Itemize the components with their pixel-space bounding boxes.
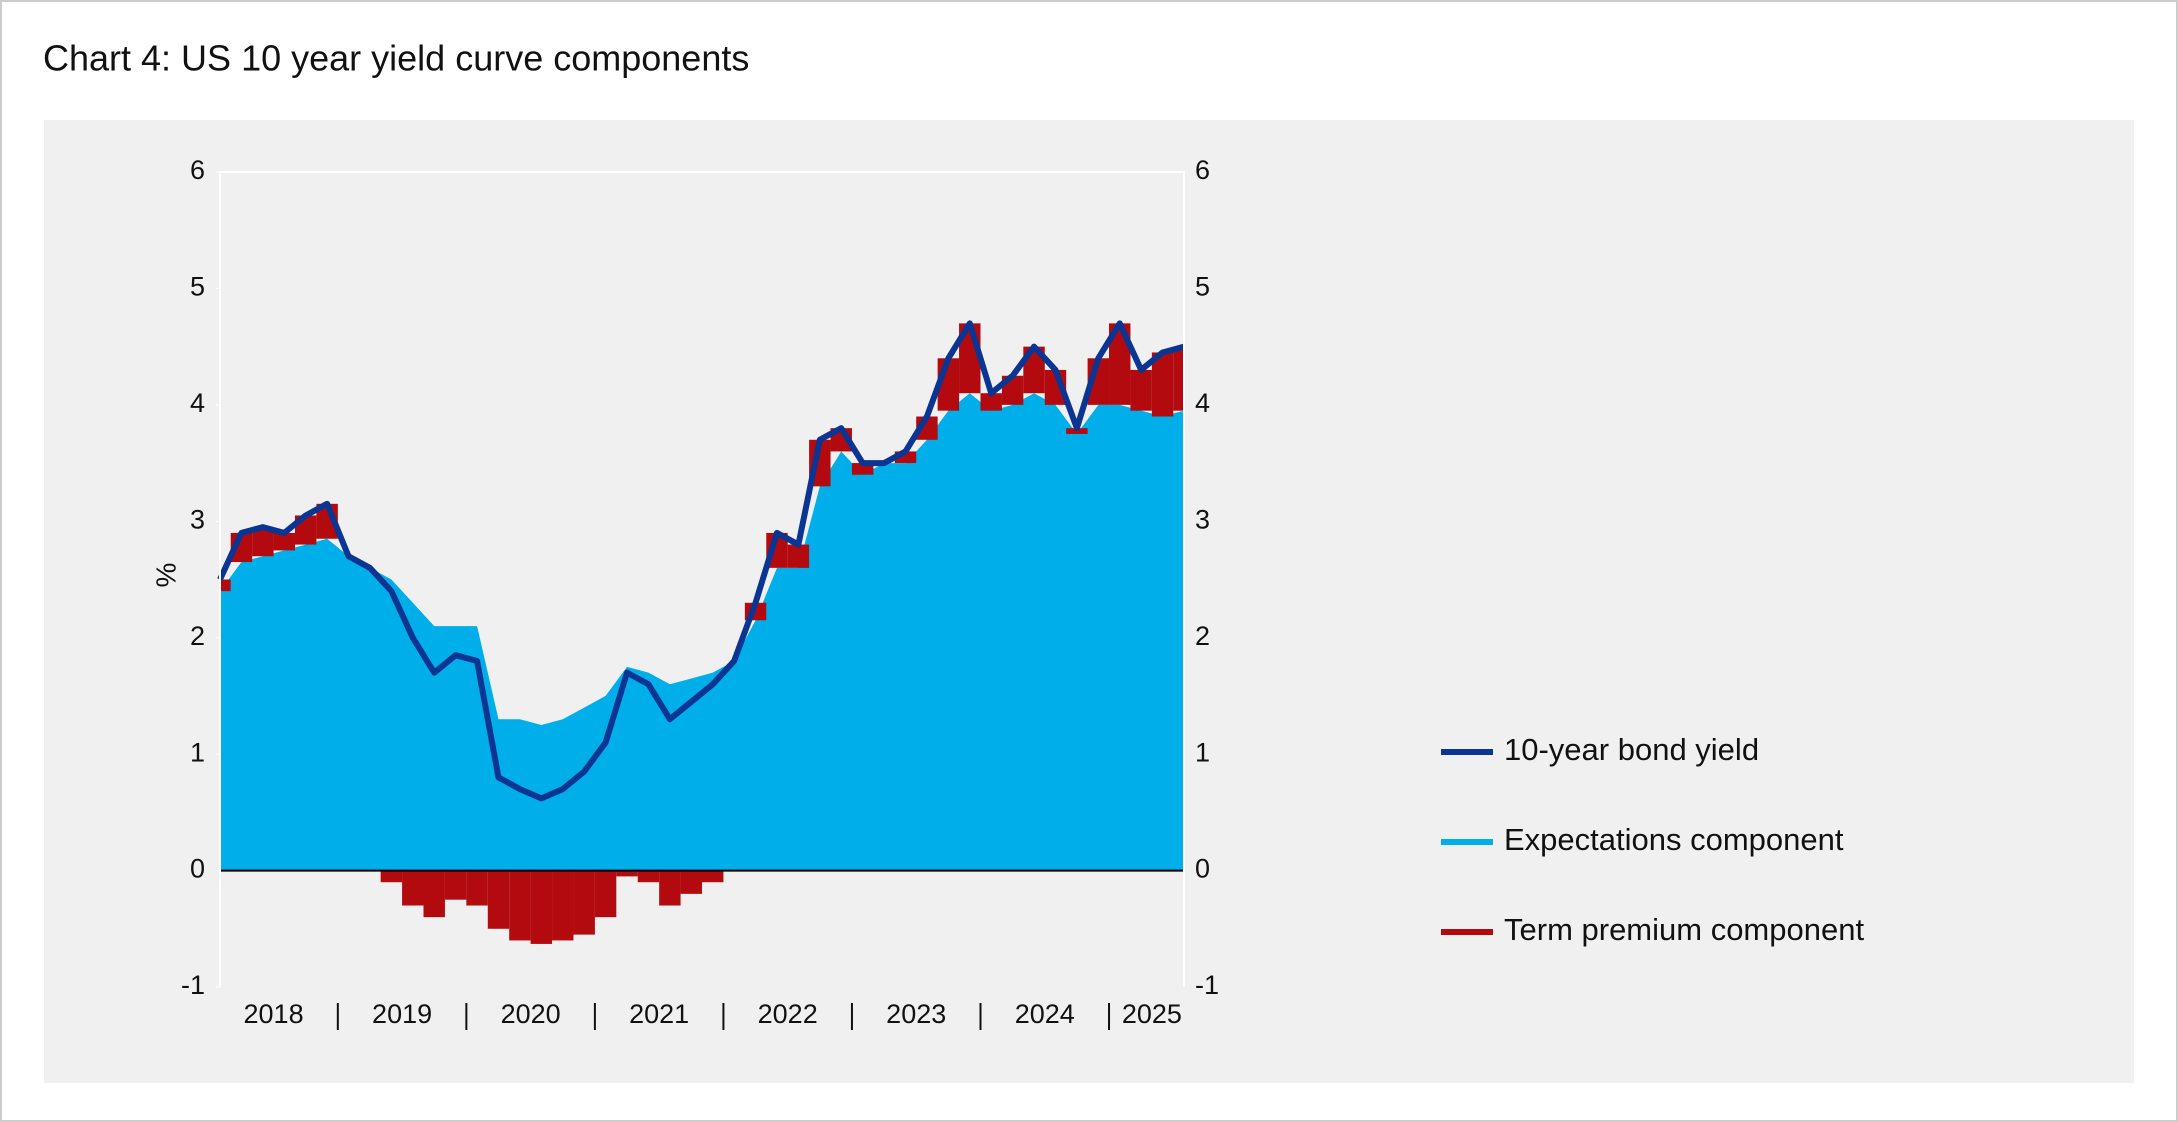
bar: [552, 870, 574, 941]
y2-tick-label: 1: [1195, 737, 1210, 767]
y-tick-label: 3: [190, 504, 205, 534]
x-tick-label: 2024: [1015, 999, 1075, 1029]
bar: [573, 870, 595, 935]
bar: [702, 870, 724, 883]
chart-title: Chart 4: US 10 year yield curve componen…: [43, 38, 749, 79]
x-tick-label: 2019: [372, 999, 432, 1029]
bar: [380, 870, 403, 883]
y-tick-label: 0: [190, 854, 205, 884]
y2-tick-label: -1: [1195, 970, 1219, 1000]
y-tick-label: 1: [190, 737, 205, 767]
y2-tick-label: 0: [1195, 854, 1210, 884]
line: [217, 320, 1185, 802]
bar: [1130, 369, 1152, 411]
bar: [1109, 323, 1131, 405]
bar: [220, 579, 231, 592]
bar: [894, 451, 917, 464]
bar: [487, 870, 510, 929]
bar: [787, 544, 810, 568]
y-tick-label: -1: [181, 970, 205, 1000]
bar: [273, 532, 295, 551]
bar: [594, 870, 617, 918]
legend-label: Term premium component: [1504, 912, 1864, 947]
bar: [530, 870, 553, 944]
y2-tick-label: 6: [1195, 155, 1210, 185]
bar: [659, 870, 681, 906]
x-tick-label: 2025: [1122, 999, 1182, 1029]
bar: [252, 527, 274, 557]
bar: [466, 870, 488, 906]
y2-tick-label: 3: [1195, 504, 1210, 534]
x-tick-label: 2020: [501, 999, 561, 1029]
y2-tick-label: 2: [1195, 621, 1210, 651]
bar: [680, 870, 702, 894]
legend-label: 10-year bond yield: [1504, 732, 1759, 767]
x-tick-label: 2022: [758, 999, 818, 1029]
bar: [616, 870, 638, 877]
x-tick-label: 2023: [886, 999, 946, 1029]
bar: [444, 870, 467, 900]
area: [220, 393, 1184, 871]
bar: [1151, 352, 1174, 417]
bar: [851, 463, 874, 475]
y2-tick-label: 4: [1195, 388, 1210, 418]
y-axis-label: %: [150, 563, 181, 588]
bar: [637, 870, 660, 883]
y2-tick-label: 5: [1195, 272, 1210, 302]
y-tick-label: 5: [190, 272, 205, 302]
y-tick-label: 4: [190, 388, 205, 418]
bar: [1173, 346, 1184, 411]
bar: [423, 870, 445, 918]
bar: [402, 870, 424, 906]
x-tick-label: 2018: [244, 999, 304, 1029]
bar: [509, 870, 531, 941]
bar: [980, 393, 1002, 411]
y-tick-label: 2: [190, 621, 205, 651]
x-tick-label: 2021: [629, 999, 689, 1029]
y-tick-label: 6: [190, 155, 205, 185]
legend-label: Expectations component: [1504, 822, 1844, 857]
plot-border: [219, 171, 1185, 987]
